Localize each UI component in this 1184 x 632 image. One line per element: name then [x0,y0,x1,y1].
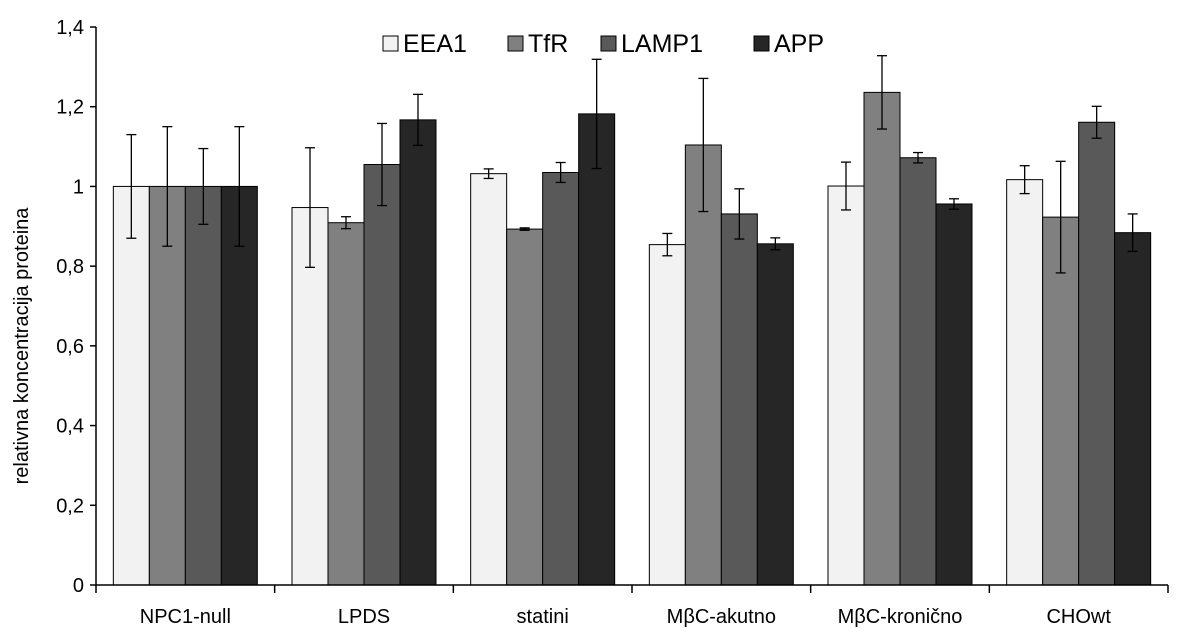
bar-tfr-4 [684,144,722,586]
error-bar-tfr-6 [1055,160,1066,274]
error-bar-eea1-2 [305,147,315,268]
legend: EEA1 TfR LAMP1 APP [382,30,824,58]
legend-item-lamp1: LAMP1 [600,30,703,58]
bar-lamp1-5 [899,157,937,586]
error-bar-app-6 [1127,213,1138,253]
error-bar-app-1 [234,125,245,247]
error-bar-eea1-6 [1019,165,1030,195]
bar-app-6 [1114,232,1152,586]
error-bar-app-3 [591,58,602,170]
legend-item-eea1: EEA1 [382,30,467,58]
x-tick-label: CHOwt [1046,606,1111,628]
error-bar-lamp1-3 [555,161,566,184]
x-tick-label: MβC-akutno [667,606,776,628]
error-bar-eea1-5 [841,161,851,211]
error-bar-eea1-1 [126,133,137,239]
legend-item-tfr: TfR [507,30,568,58]
legend-label: TfR [528,30,568,58]
error-bar-app-2 [413,93,423,147]
error-bar-eea1-3 [483,168,494,180]
bar-eea1-3 [470,173,508,586]
x-tick-label: NPC1-null [140,606,231,628]
axes-layer: 0 0,2 0,4 0,6 0,8 1 1,2 1,4 NPC1-null LPDS statini… [56,17,1169,628]
legend-swatch [753,35,770,52]
bar-app-4 [756,243,794,586]
error-bar-tfr-3 [519,227,530,231]
bar-tfr-3 [506,228,544,586]
legend-swatch [382,35,399,52]
y-tick-label: 1 [73,176,84,198]
bar-eea1-6 [1006,179,1044,586]
y-tick-label: 1,4 [56,17,84,39]
bar-lamp1-3 [542,171,580,586]
bar-lamp1-4 [720,213,758,586]
bar-eea1-1 [112,185,150,586]
error-bar-lamp1-2 [377,122,387,207]
legend-swatch [507,35,524,52]
x-tick-label: MβC-kronično [838,606,963,628]
y-tick-label: 0,4 [56,416,84,438]
y-tick-label: 0,6 [56,336,84,358]
error-bar-tfr-4 [698,77,709,213]
bar-tfr-2 [327,222,365,586]
y-axis-title: relativna koncentracija proteina [11,207,33,485]
bar-app-3 [578,113,616,586]
x-tick-label: statini [517,606,569,628]
error-bar-tfr-2 [341,216,351,230]
error-bar-app-4 [770,237,781,251]
bar-app-1 [220,185,258,586]
bar-tfr-5 [863,91,901,586]
y-tick-label: 1,2 [56,97,84,119]
bar-lamp1-6 [1078,121,1116,586]
bar-lamp1-1 [184,185,222,586]
legend-item-app: APP [753,30,824,58]
error-bar-tfr-1 [162,125,173,247]
error-bar-app-5 [949,198,959,210]
error-bar-lamp1-1 [198,147,209,225]
bars-layer [112,91,1152,586]
legend-label: LAMP1 [621,30,703,58]
y-tick-label: 0 [73,575,84,597]
error-bar-tfr-5 [877,55,887,130]
x-tick-label: LPDS [338,606,390,628]
error-bar-lamp1-4 [734,188,745,240]
bar-eea1-5 [827,185,865,586]
bar-tfr-1 [148,185,186,586]
error-bars-layer [126,55,1138,274]
bar-app-2 [399,119,437,586]
bar-eea1-4 [648,244,686,586]
legend-label: APP [774,30,824,58]
legend-label: EEA1 [403,30,467,58]
bar-app-5 [935,203,973,586]
y-tick-label: 0,2 [56,495,84,517]
error-bar-lamp1-5 [913,151,923,164]
error-bar-lamp1-6 [1091,105,1102,139]
legend-swatch [600,35,617,52]
error-bar-eea1-4 [662,232,673,257]
bar-lamp1-2 [363,164,401,586]
y-tick-label: 0,8 [56,256,84,278]
